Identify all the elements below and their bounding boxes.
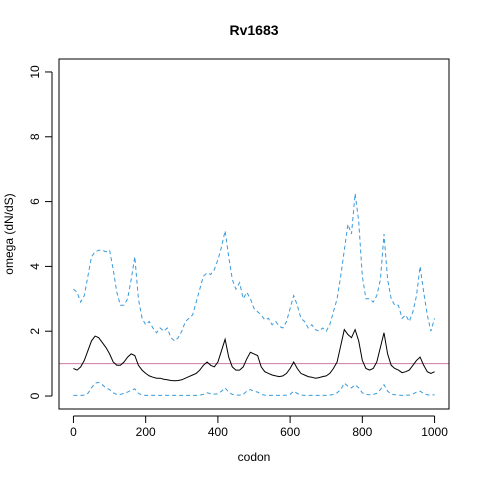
y-tick-label: 10 [28, 65, 42, 79]
chart-title: Rv1683 [229, 22, 278, 38]
y-tick-label: 0 [28, 392, 42, 399]
plot-frame [58, 58, 450, 410]
x-tick-label: 600 [280, 425, 300, 439]
y-tick-label: 2 [28, 328, 42, 335]
x-tick-label: 400 [208, 425, 228, 439]
x-tick-label: 0 [70, 425, 77, 439]
y-tick-label: 8 [28, 133, 42, 140]
series-line-upper [73, 193, 436, 342]
x-axis-label: codon [238, 450, 271, 464]
y-tick-label: 6 [28, 198, 42, 205]
x-tick-label: 1000 [421, 425, 448, 439]
y-axis-label: omega (dN/dS) [2, 193, 16, 274]
x-tick-label: 800 [352, 425, 372, 439]
y-axis: 0 2 4 6 8 10 [28, 65, 53, 399]
x-tick-label: 200 [136, 425, 156, 439]
x-axis: 0 200 400 600 800 1000 [70, 415, 448, 439]
y-tick-label: 4 [28, 263, 42, 270]
series-line-lower [73, 381, 435, 396]
series-line-mean [73, 328, 435, 382]
plot-area [59, 193, 449, 396]
